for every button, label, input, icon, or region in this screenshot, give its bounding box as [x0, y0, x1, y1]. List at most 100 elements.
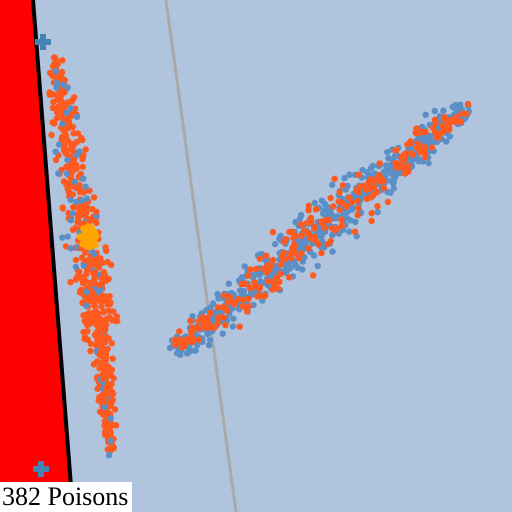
player-dot: [349, 199, 355, 205]
enemy-dot: [73, 264, 79, 270]
player-dot: [327, 195, 333, 201]
player-dot: [101, 269, 107, 275]
player-dot: [171, 337, 177, 343]
player-dot: [81, 212, 87, 218]
player-dot: [374, 203, 380, 209]
player-dot: [221, 292, 227, 298]
enemy-dot: [64, 171, 70, 177]
player-dot: [101, 326, 107, 332]
enemy-dot: [374, 209, 380, 215]
player-dot: [416, 142, 422, 148]
player-dot: [222, 322, 228, 328]
player-dot: [225, 299, 231, 305]
player-dot: [219, 314, 225, 320]
enemy-dot: [74, 114, 80, 120]
enemy-dot: [423, 112, 429, 118]
player-dot: [368, 176, 374, 182]
highlight-dot: [89, 228, 96, 235]
enemy-dot: [329, 182, 335, 188]
player-dot: [305, 207, 311, 213]
player-dot: [47, 92, 53, 98]
player-dot: [97, 255, 103, 261]
enemy-dot: [73, 199, 79, 205]
player-dot: [408, 140, 414, 146]
player-dot: [286, 229, 292, 235]
player-dot: [247, 285, 253, 291]
player-dot: [81, 189, 87, 195]
player-dot: [392, 147, 398, 153]
player-dot: [257, 256, 263, 262]
enemy-dot: [60, 81, 66, 87]
enemy-dot: [79, 198, 85, 204]
player-dot: [245, 273, 251, 279]
player-dot: [421, 144, 427, 150]
player-dot: [79, 255, 85, 261]
player-dot: [51, 120, 57, 126]
player-dot: [256, 286, 262, 292]
player-dot: [330, 203, 336, 209]
player-dot: [73, 257, 79, 263]
player-dot: [270, 279, 276, 285]
player-dot: [80, 274, 86, 280]
player-dot: [318, 218, 324, 224]
player-dot: [189, 324, 195, 330]
enemy-dot: [72, 179, 78, 185]
enemy-dot: [56, 141, 62, 147]
poison-counter: 382 Poisons: [0, 482, 132, 512]
poison-word: Poisons: [48, 482, 129, 511]
enemy-dot: [298, 212, 304, 218]
enemy-dot: [425, 160, 431, 166]
player-dot: [321, 225, 327, 231]
player-dot: [336, 198, 342, 204]
player-dot: [63, 132, 69, 138]
enemy-dot: [315, 263, 321, 269]
player-dot: [108, 399, 114, 405]
enemy-dot: [59, 234, 65, 240]
player-dot: [104, 296, 110, 302]
player-dot: [293, 233, 299, 239]
enemy-dot: [329, 248, 335, 254]
player-dot: [298, 221, 304, 227]
player-dot: [74, 219, 80, 225]
player-dot: [102, 432, 108, 438]
player-dot: [381, 185, 387, 191]
player-dot: [51, 61, 57, 67]
player-dot: [110, 356, 116, 362]
player-dot: [93, 310, 99, 316]
player-dot: [338, 216, 344, 222]
player-dot: [106, 276, 112, 282]
player-dot: [244, 308, 250, 314]
enemy-dot: [53, 68, 59, 74]
player-dot: [463, 111, 469, 117]
player-dot: [368, 194, 374, 200]
player-dot: [102, 373, 108, 379]
enemy-dot: [83, 302, 89, 308]
enemy-dot: [184, 350, 190, 356]
player-dot: [310, 272, 316, 278]
player-dot: [71, 94, 77, 100]
player-dot: [60, 204, 66, 210]
enemy-dot: [70, 210, 76, 216]
enemy-dot: [106, 452, 112, 458]
player-dot: [90, 270, 96, 276]
enemy-dot: [388, 178, 394, 184]
player-dot: [301, 227, 307, 233]
player-dot: [432, 116, 438, 122]
player-dot: [80, 154, 86, 160]
player-dot: [278, 261, 284, 267]
player-dot: [334, 225, 340, 231]
player-dot: [70, 227, 76, 233]
player-dot: [371, 184, 377, 190]
player-dot: [352, 229, 358, 235]
player-dot: [98, 298, 104, 304]
player-dot: [231, 301, 237, 307]
player-dot: [408, 150, 414, 156]
player-dot: [377, 160, 383, 166]
enemy-dot: [344, 215, 350, 221]
player-dot: [84, 328, 90, 334]
enemy-dot: [226, 281, 232, 287]
player-dot: [270, 229, 276, 235]
player-dot: [239, 281, 245, 287]
player-dot: [354, 198, 360, 204]
